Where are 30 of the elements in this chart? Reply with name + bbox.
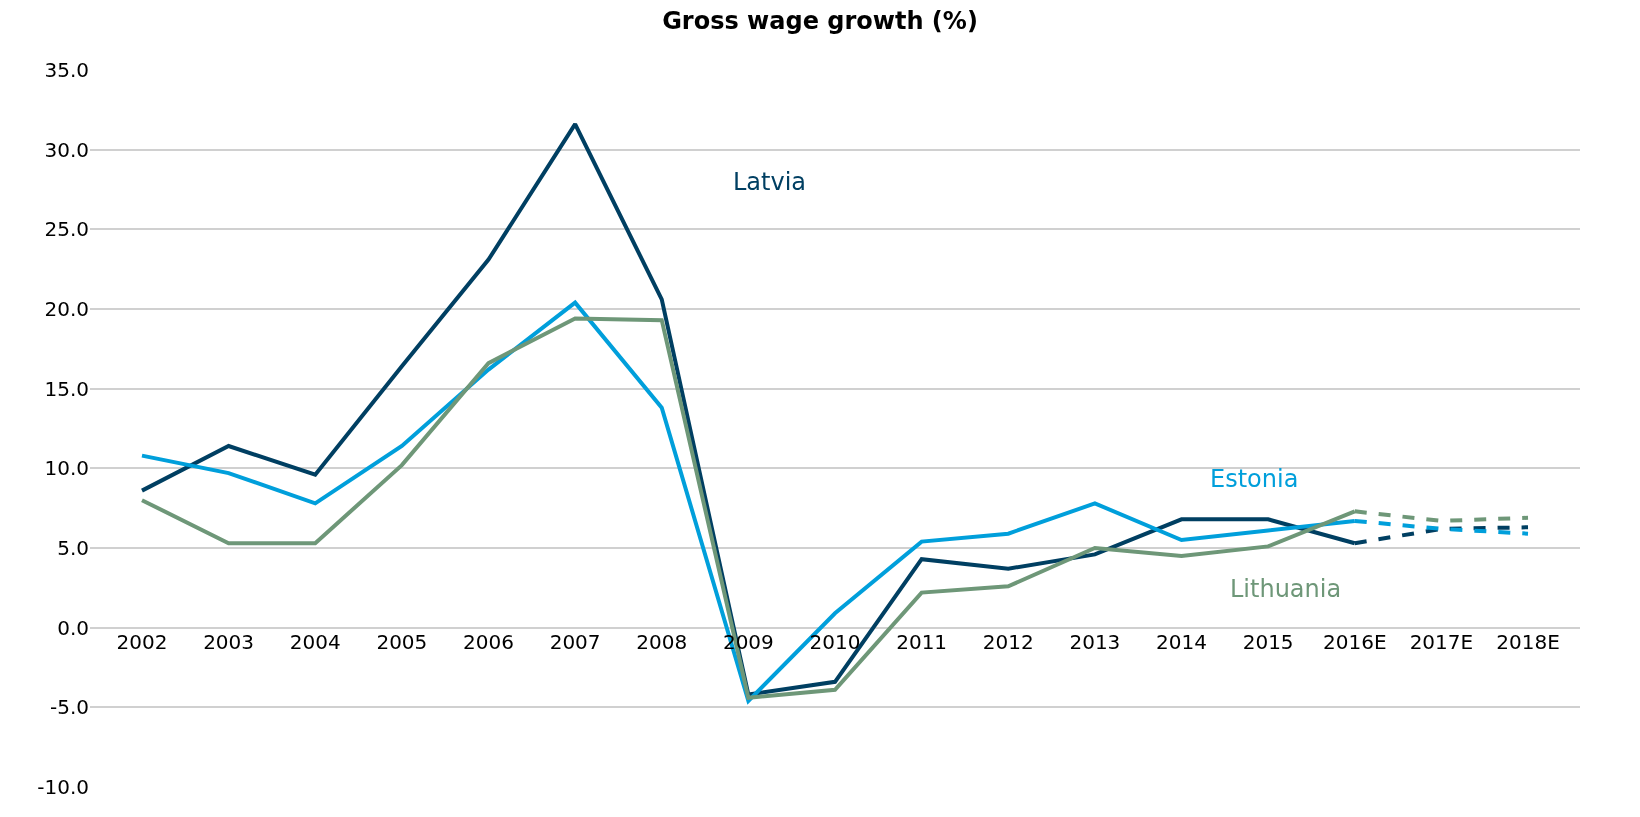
- x-tick-label: 2011: [896, 629, 948, 654]
- x-tick-label: 2007: [549, 629, 601, 654]
- y-tick-label: 35.0: [44, 58, 89, 82]
- y-tick-label: 20.0: [44, 297, 89, 321]
- y-tick-label: 25.0: [44, 217, 89, 242]
- text: Latvia: [733, 168, 807, 196]
- x-tick-label: 2018E: [1496, 629, 1560, 654]
- x-tick-label: 2014: [1156, 629, 1207, 654]
- x-tick-label: 2010: [809, 629, 861, 654]
- x-tick-label: 2012: [982, 629, 1034, 654]
- chart-title: Gross wage growth (%): [662, 7, 978, 36]
- x-tick-label: 2004: [289, 629, 341, 654]
- x-tick-label: 2003: [203, 629, 255, 654]
- x-tick-label: 2008: [636, 629, 688, 654]
- x-tick-label: 2005: [376, 629, 428, 654]
- x-tick-label: 2002: [116, 629, 168, 654]
- x-tick-label: 2016E: [1323, 629, 1387, 654]
- x-tick-label: 2017E: [1409, 629, 1474, 654]
- y-tick-label: -10.0: [37, 775, 89, 799]
- y-tick-label: 5.0: [57, 536, 89, 560]
- series-label: Estonia: [1210, 465, 1299, 493]
- y-tick-label: 0.0: [57, 615, 89, 640]
- x-tick-label: 2015: [1242, 629, 1294, 654]
- y-tick-label: 15.0: [44, 376, 89, 401]
- y-tick-label: 10.0: [44, 456, 89, 481]
- series-label: Lithuania: [1230, 575, 1342, 603]
- x-tick-label: 2013: [1069, 629, 1121, 654]
- y-tick-label: 30.0: [44, 137, 89, 162]
- x-tick-label: 2006: [463, 629, 514, 654]
- y-tick-label: -5.0: [49, 695, 89, 720]
